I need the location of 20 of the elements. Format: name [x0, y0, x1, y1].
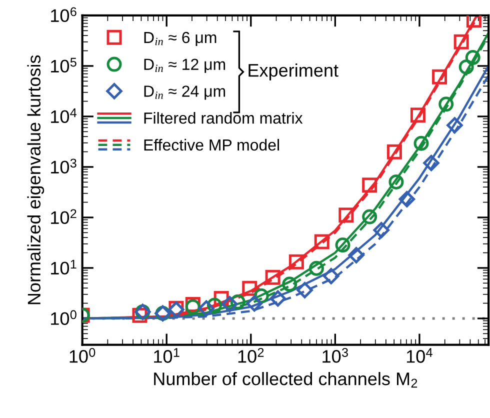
y-axis-title: Normalized eigenvalue kurtosis — [27, 55, 44, 304]
x-tick-label: 10$^{1}$ — [154, 348, 180, 363]
x-tick-label: 10$^{3}$ — [322, 348, 348, 363]
y-tick-label: 10$^{0}$ — [51, 310, 76, 325]
legend-label: D$_{in}$ ≈ 6 μm — [144, 32, 216, 46]
y-tick-label: 10$^{1}$ — [51, 260, 76, 275]
legend-label: Filtered random matrix — [144, 112, 303, 124]
y-tick-label: 10$^{3}$ — [51, 158, 76, 174]
annotation: Experiment — [248, 64, 338, 80]
y-tick-label: 10$^{6}$ — [51, 7, 76, 22]
y-tick-label: 10$^{5}$ — [51, 58, 76, 73]
x-axis-title: Number of collected channels M$_{2}$ — [154, 372, 418, 388]
x-tick-label: 10$^{4}$ — [406, 348, 432, 363]
y-tick-label: 10$^{4}$ — [51, 108, 77, 124]
legend-label: D$_{in}$ ≈ 24 μm — [144, 86, 226, 100]
x-tick-label: 10$^{2}$ — [238, 348, 264, 363]
x-tick-label: 10$^{0}$ — [70, 348, 96, 363]
legend-label: D$_{in}$ ≈ 12 μm — [144, 58, 226, 73]
y-tick-label: 10$^{2}$ — [51, 209, 76, 224]
legend-label: Effective MP model — [144, 138, 279, 151]
